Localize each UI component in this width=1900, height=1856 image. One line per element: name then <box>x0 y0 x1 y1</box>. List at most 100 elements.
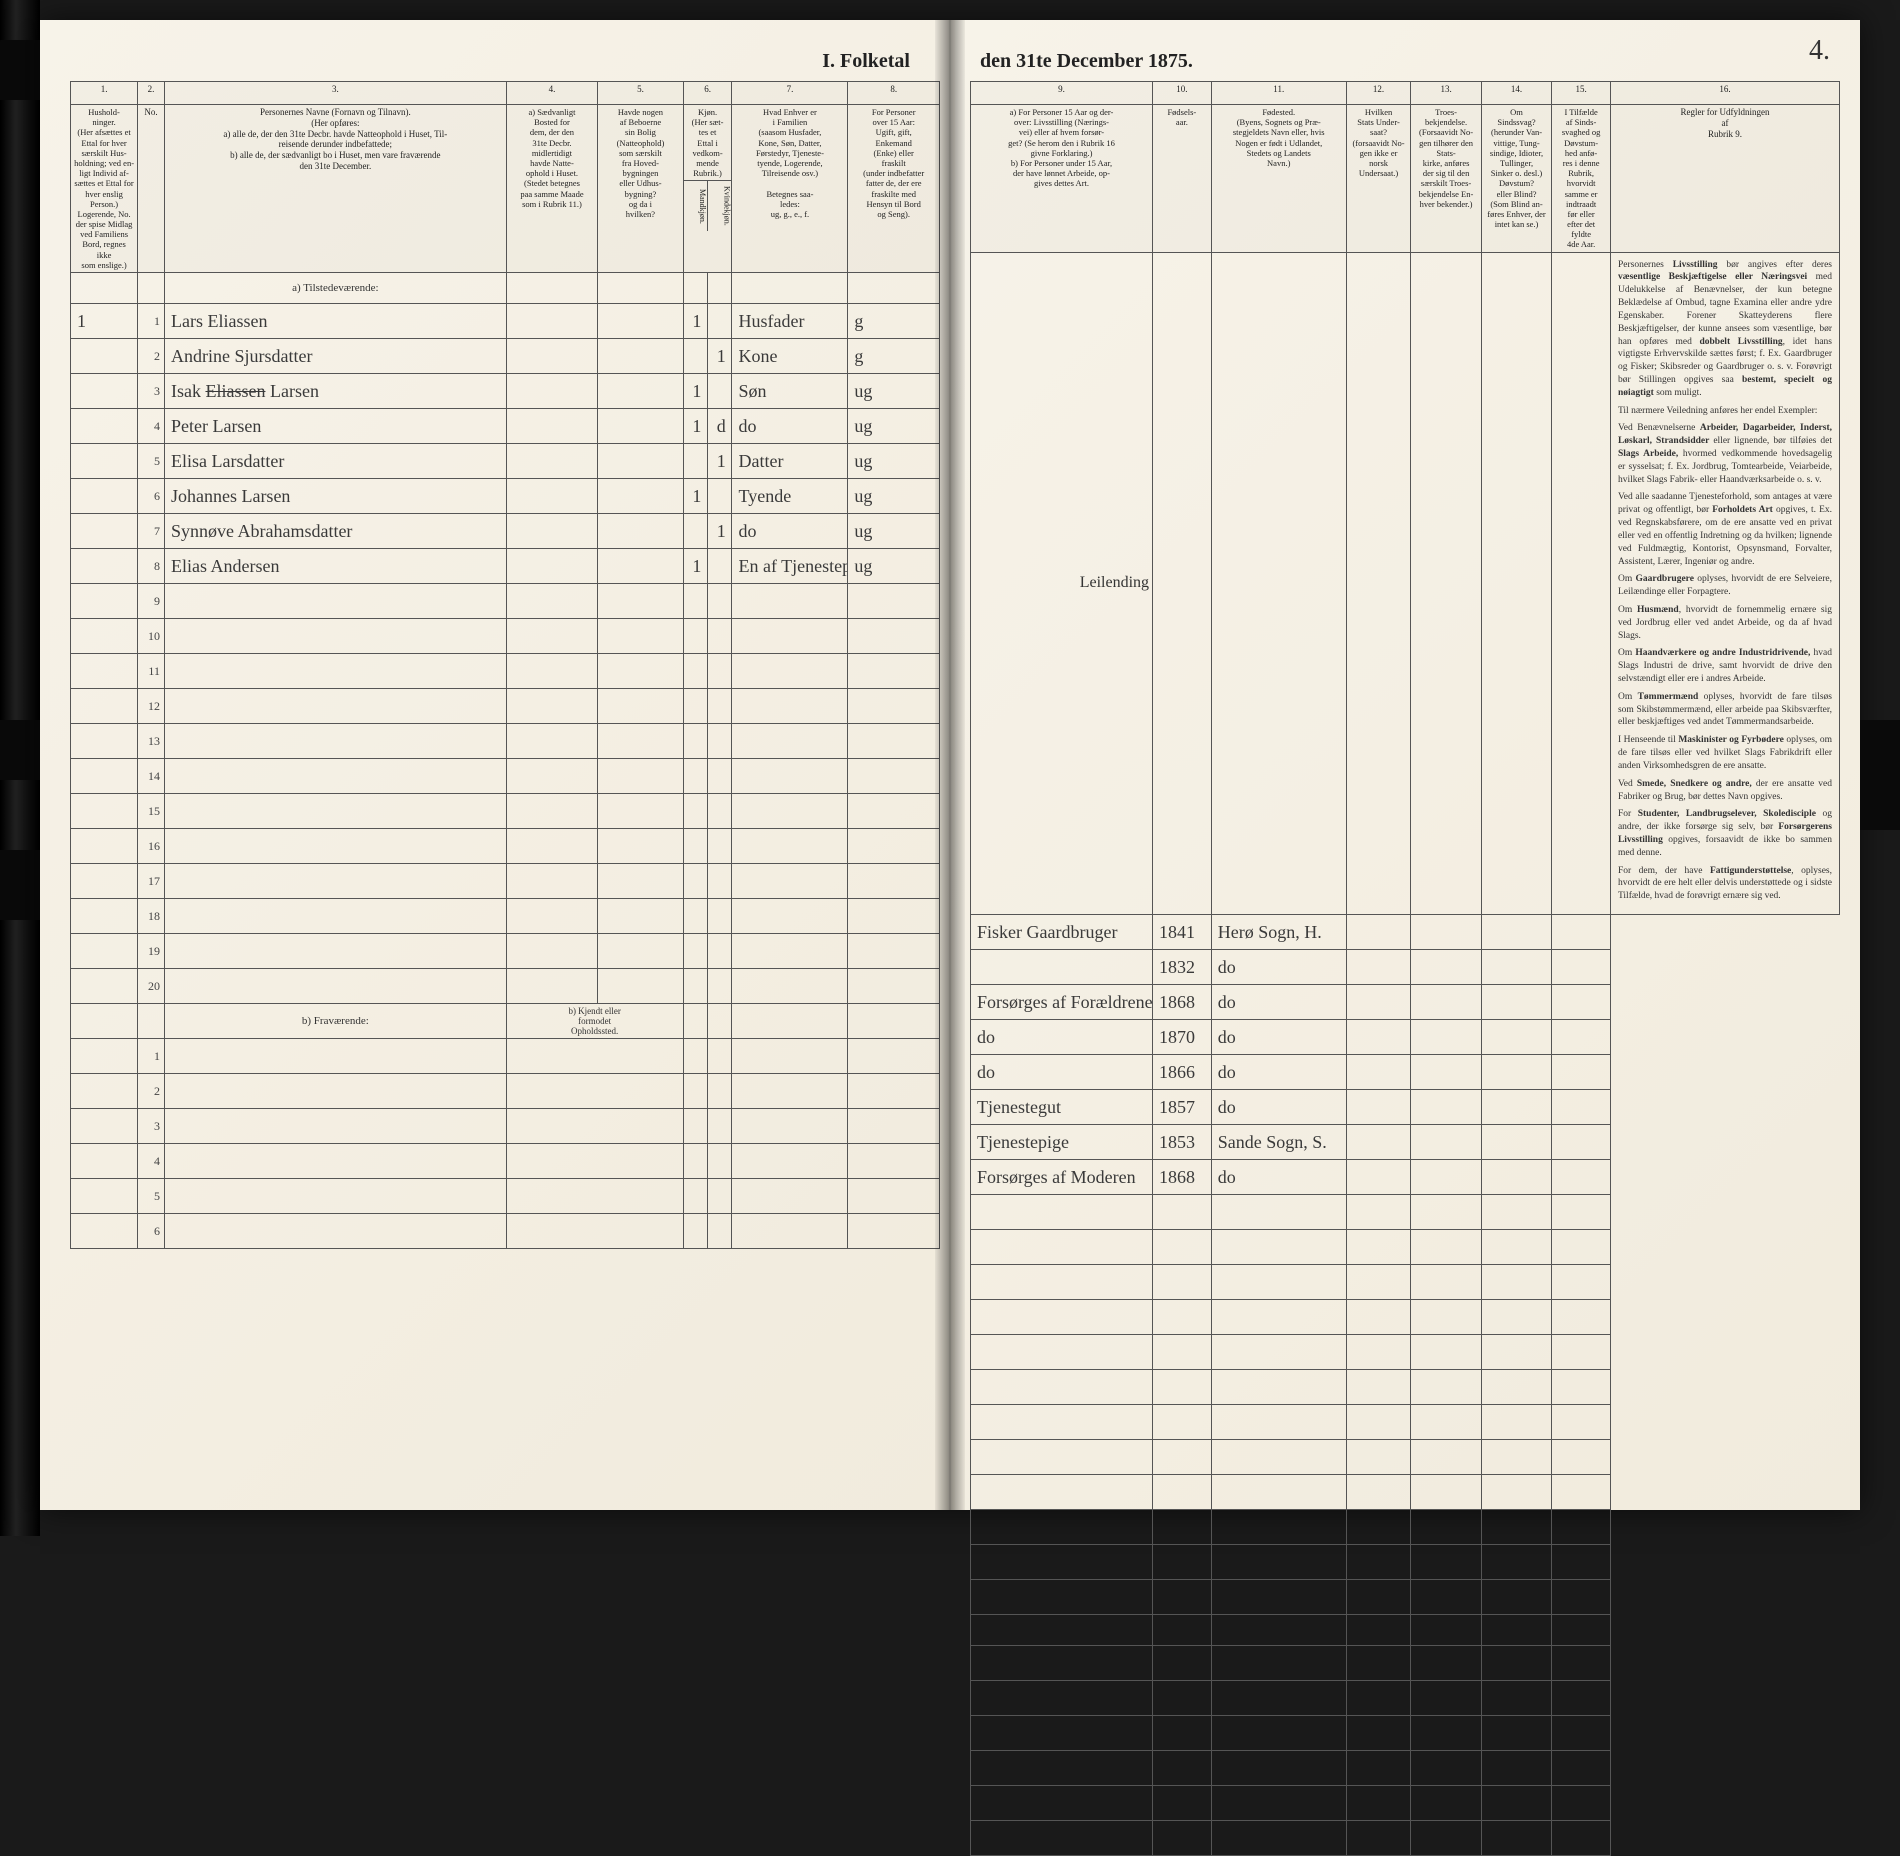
cell-aar: 1868 <box>1153 985 1212 1020</box>
colnum: 3. <box>164 82 506 105</box>
table-row-empty <box>971 1716 1840 1751</box>
cell-stat: g <box>848 304 940 339</box>
cell-c4 <box>506 304 598 339</box>
header-fodested: Fødested. (Byens, Sognets og Præ- stegje… <box>1211 105 1346 253</box>
cell-name: Johannes Larsen <box>164 479 506 514</box>
table-row-empty: 2 <box>71 1074 940 1109</box>
col-header-row: Hushold- ninger. (Her afsættes et Ettal … <box>71 105 940 273</box>
cell-c4 <box>506 549 598 584</box>
header-troes: Troes- bekjendelse. (Forsaavidt No- gen … <box>1411 105 1481 253</box>
cell-liv: do <box>971 1055 1153 1090</box>
rules-text: Personernes Livsstilling bør angives eft… <box>1614 255 1836 912</box>
cell-c4 <box>506 514 598 549</box>
cell-liv: do <box>971 1020 1153 1055</box>
section-b-row-right <box>971 1615 1840 1646</box>
cell-name: Lars Eliassen <box>164 304 506 339</box>
table-row-empty: 6 <box>71 1214 940 1249</box>
table-row: 2Andrine Sjursdatter1Koneg <box>71 339 940 374</box>
cell-sted: do <box>1211 1160 1346 1195</box>
cell-d <box>1346 1160 1411 1195</box>
cell-k: d <box>708 409 732 444</box>
header-no: No. <box>138 105 165 273</box>
cell-liv: Fisker Gaardbruger <box>971 915 1153 950</box>
cell-f <box>1481 1090 1551 1125</box>
table-row-empty <box>971 1195 1840 1230</box>
cell-stat: ug <box>848 514 940 549</box>
table-row-empty: 18 <box>71 899 940 934</box>
extra-note: Leilending <box>971 252 1153 914</box>
colnum: 4. <box>506 82 598 105</box>
colnum: 12. <box>1346 82 1411 105</box>
header-navne: Personernes Navne (Fornavn og Tilnavn). … <box>164 105 506 273</box>
cell-hh <box>71 514 138 549</box>
cell-m: 1 <box>683 374 707 409</box>
cell-d <box>1346 1125 1411 1160</box>
cell-aar: 1857 <box>1153 1090 1212 1125</box>
cell-m <box>683 514 707 549</box>
cell-fam: do <box>732 409 848 444</box>
cell-fam: Søn <box>732 374 848 409</box>
table-row: do1866do <box>971 1055 1840 1090</box>
section-a-row: a) Tilstedeværende: <box>71 273 940 304</box>
cell-g <box>1552 1090 1611 1125</box>
cell-m <box>683 339 707 374</box>
cell-no: 3 <box>138 374 165 409</box>
table-row-empty: 11 <box>71 654 940 689</box>
col-header-row: a) For Personer 15 Aar og der- over: Liv… <box>971 105 1840 253</box>
section-b-right-label: b) Kjendt eller formodet Opholdssted. <box>506 1004 683 1039</box>
section-b-row: b) Fraværende: b) Kjendt eller formodet … <box>71 1004 940 1039</box>
header-fodselsaar: Fødsels- aar. <box>1153 105 1212 253</box>
rules-paragraph: For dem, der have Fattigunderstøttelse, … <box>1618 865 1832 903</box>
cell-e <box>1411 1125 1481 1160</box>
cell-hh <box>71 409 138 444</box>
cell-d <box>1346 1055 1411 1090</box>
cell-m: 1 <box>683 549 707 584</box>
colnum: 5. <box>598 82 683 105</box>
binding-edge <box>0 0 40 1536</box>
cell-c4 <box>506 409 598 444</box>
colnum: 10. <box>1153 82 1212 105</box>
colnum: 1. <box>71 82 138 105</box>
cell-sted: do <box>1211 1090 1346 1125</box>
cell-stat: ug <box>848 479 940 514</box>
table-row-empty: 13 <box>71 724 940 759</box>
cell-c5 <box>598 304 683 339</box>
col-number-row: 1. 2. 3. 4. 5. 6. 7. 8. <box>71 82 940 105</box>
cell-e <box>1411 950 1481 985</box>
cell-aar: 1832 <box>1153 950 1212 985</box>
cell-name: Elisa Larsdatter <box>164 444 506 479</box>
cell-hh <box>71 479 138 514</box>
cell-sted: do <box>1211 985 1346 1020</box>
table-row-empty: 1 <box>71 1039 940 1074</box>
cell-no: 1 <box>138 304 165 339</box>
rules-paragraph: Om Tømmermænd oplyses, hvorvidt de fare … <box>1618 691 1832 729</box>
colnum: 15. <box>1552 82 1611 105</box>
cell-aar: 1841 <box>1153 915 1212 950</box>
cell-stat: g <box>848 339 940 374</box>
colnum: 11. <box>1211 82 1346 105</box>
table-row-empty <box>971 1786 1840 1821</box>
cell-d <box>1346 985 1411 1020</box>
rules-cell: Personernes Livsstilling bør angives eft… <box>1610 252 1839 914</box>
cell-c4 <box>506 444 598 479</box>
cell-sted: Sande Sogn, S. <box>1211 1125 1346 1160</box>
rules-paragraph: I Henseende til Maskinister og Fyrbødere… <box>1618 734 1832 772</box>
cell-sted: do <box>1211 1055 1346 1090</box>
table-row-empty <box>971 1681 1840 1716</box>
right-page: 4. den 31te December 1875. 9. 10. 11. 12… <box>955 20 1860 1510</box>
table-row-empty <box>971 1230 1840 1265</box>
table-row-empty: 17 <box>71 864 940 899</box>
cell-hh <box>71 444 138 479</box>
table-row-empty: 20 <box>71 969 940 1004</box>
cell-m: 1 <box>683 409 707 444</box>
table-row: 3Isak Eliassen Larsen1Sønug <box>71 374 940 409</box>
cell-fam: Tyende <box>732 479 848 514</box>
rules-paragraph: Ved Benævnelserne Arbeider, Dagarbeider,… <box>1618 422 1832 486</box>
cell-c5 <box>598 444 683 479</box>
cell-no: 6 <box>138 479 165 514</box>
cell-sted: Herø Sogn, H. <box>1211 915 1346 950</box>
header-sivilstand: For Personer over 15 Aar: Ugift, gift, E… <box>848 105 940 273</box>
cell-c5 <box>598 479 683 514</box>
cell-k <box>708 479 732 514</box>
cell-f <box>1481 915 1551 950</box>
